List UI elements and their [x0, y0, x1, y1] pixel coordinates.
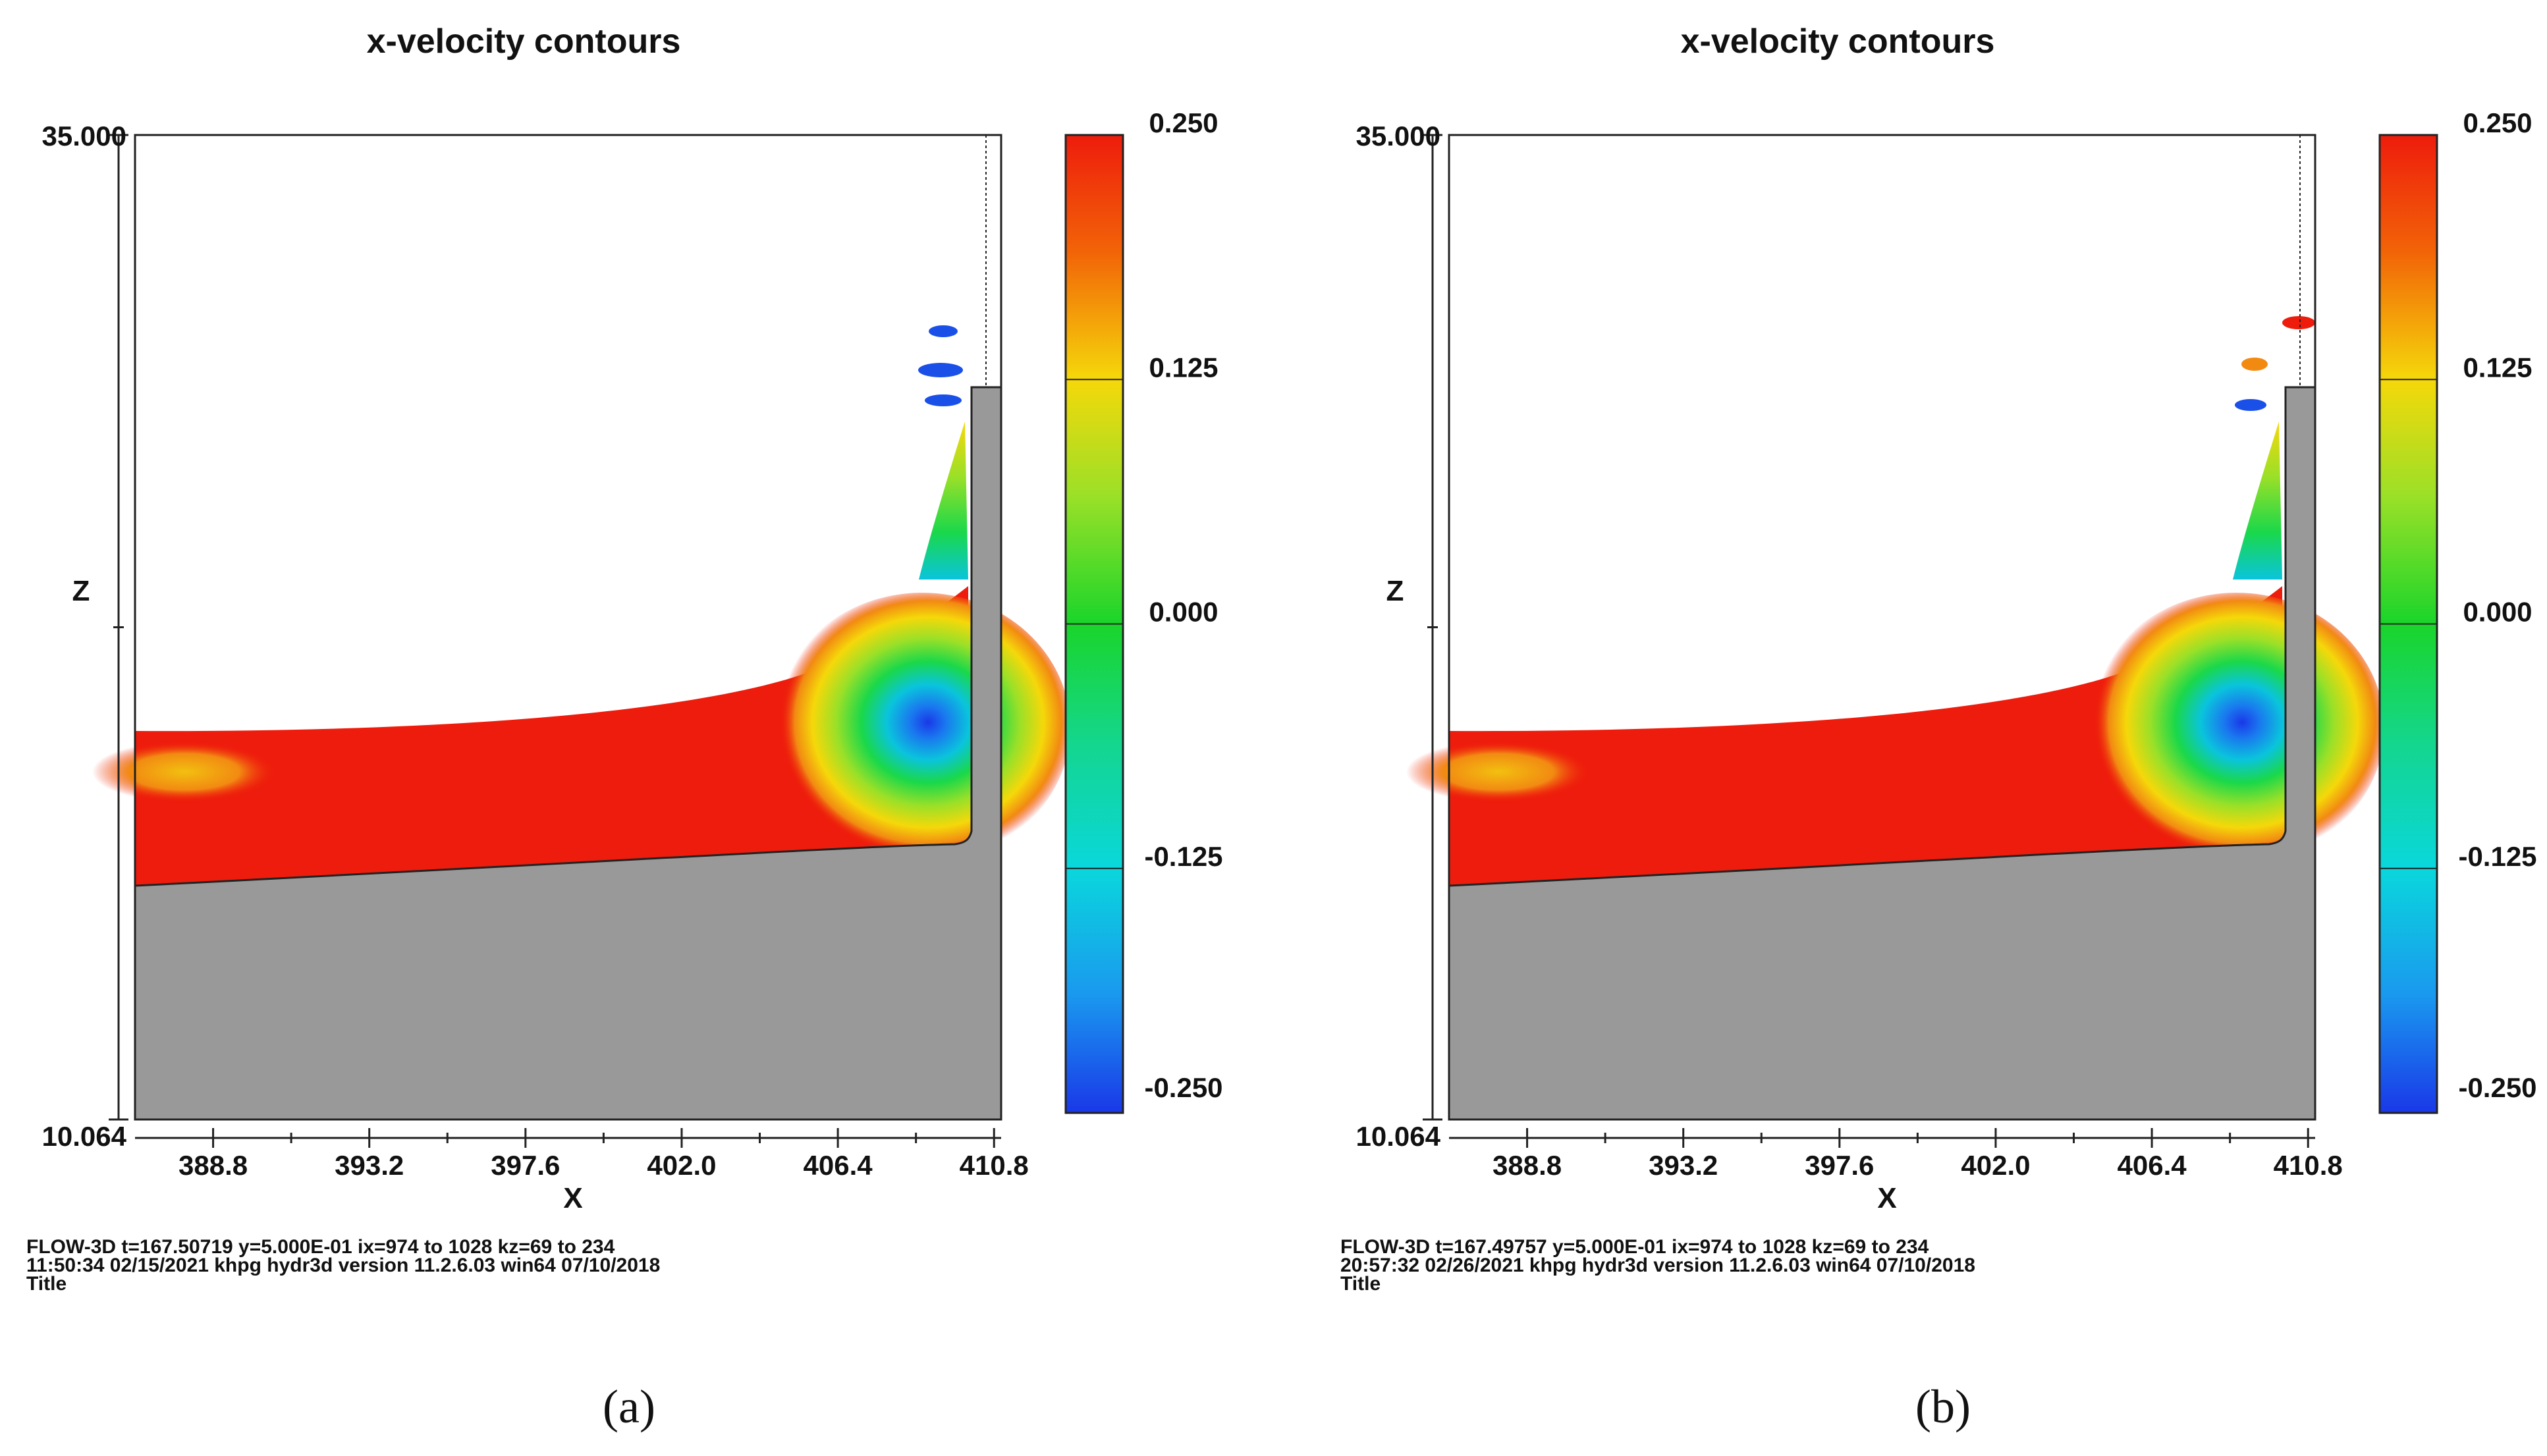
- inflow-yellow-zone: [92, 741, 277, 802]
- x-tick-label: 388.8: [1493, 1150, 1562, 1181]
- solid-obstacle: [1448, 386, 2316, 1121]
- colorbar-tick-label: 0.250: [1149, 107, 1218, 138]
- wall-jet: [2233, 421, 2282, 580]
- footer-line: Title: [1340, 1273, 1381, 1295]
- y-tick-label: 35.000: [1356, 121, 1440, 151]
- splash-droplet: [2235, 399, 2266, 411]
- footer-line: FLOW-3D t=167.49757 y=5.000E-01 ix=974 t…: [1340, 1236, 1929, 1258]
- chart-panel-1: x-velocity contours 35.000 10.064 Z 388.8 393…: [26, 22, 1223, 1433]
- y-axis-label: Z: [1386, 575, 1404, 607]
- x-tick-label: 406.4: [804, 1150, 873, 1181]
- splash-droplet: [918, 363, 963, 377]
- plot-frame: [134, 134, 1002, 1121]
- x-tick-label: 402.0: [1961, 1150, 2030, 1181]
- x-axis-label: X: [563, 1182, 582, 1214]
- chart-title: x-velocity contours: [367, 22, 681, 61]
- colorbar-tick-label: 0.125: [2463, 352, 2532, 383]
- inflow-yellow-zone: [1406, 741, 1591, 802]
- panel-label: (a): [603, 1380, 655, 1433]
- footer-line: 11:50:34 02/15/2021 khpg hydr3d version …: [26, 1254, 660, 1276]
- wall-jet: [919, 421, 968, 580]
- y-axis-label: Z: [72, 575, 90, 607]
- colorbar-tick-label: 0.000: [1149, 597, 1218, 628]
- colorbar-tick-label: -0.250: [2458, 1072, 2536, 1103]
- splash-droplet: [2282, 316, 2315, 329]
- colorbar-tick-label: 0.250: [2463, 107, 2532, 138]
- splash-droplet: [2241, 358, 2268, 371]
- colorbar-tick-label: 0.000: [2463, 597, 2532, 628]
- y-tick-label: 35.000: [42, 121, 126, 151]
- y-tick-label: 10.064: [42, 1121, 127, 1152]
- x-tick-label: 388.8: [178, 1150, 248, 1181]
- vortex-zone: [2088, 593, 2384, 863]
- x-tick-label: 406.4: [2118, 1150, 2187, 1181]
- x-axis-label: X: [1877, 1182, 1896, 1214]
- chart-title: x-velocity contours: [1681, 22, 1995, 61]
- footer-line: 20:57:32 02/26/2021 khpg hydr3d version …: [1340, 1254, 1975, 1276]
- flow-region: [1449, 586, 2282, 886]
- y-tick-label: 10.064: [1356, 1121, 1441, 1152]
- x-tick-label: 402.0: [647, 1150, 716, 1181]
- colorbar-tick-label: -0.250: [1144, 1072, 1222, 1103]
- footer-line: FLOW-3D t=167.50719 y=5.000E-01 ix=974 t…: [26, 1236, 615, 1258]
- colorbar-tick-label: -0.125: [1144, 841, 1222, 872]
- x-tick-label: 393.2: [1649, 1150, 1718, 1181]
- x-tick-label: 410.8: [960, 1150, 1029, 1181]
- flow-region: [135, 586, 968, 886]
- plot-frame: [1448, 134, 2316, 1121]
- splash-droplet: [925, 394, 962, 406]
- colorbar-tick-label: -0.125: [2458, 841, 2536, 872]
- vortex-zone: [774, 593, 1070, 863]
- panel-label: (b): [1915, 1380, 1971, 1433]
- splash-droplet: [929, 325, 958, 337]
- x-tick-label: 393.2: [335, 1150, 404, 1181]
- x-tick-label: 410.8: [2274, 1150, 2343, 1181]
- chart-panel-2: x-velocity contours 35.000 10.064 Z 388.8 393…: [1340, 22, 2537, 1433]
- x-tick-label: 397.6: [1805, 1150, 1874, 1181]
- x-tick-label: 397.6: [491, 1150, 560, 1181]
- solid-obstacle: [134, 386, 1002, 1121]
- footer-line: Title: [26, 1273, 67, 1295]
- colorbar-tick-label: 0.125: [1149, 352, 1218, 383]
